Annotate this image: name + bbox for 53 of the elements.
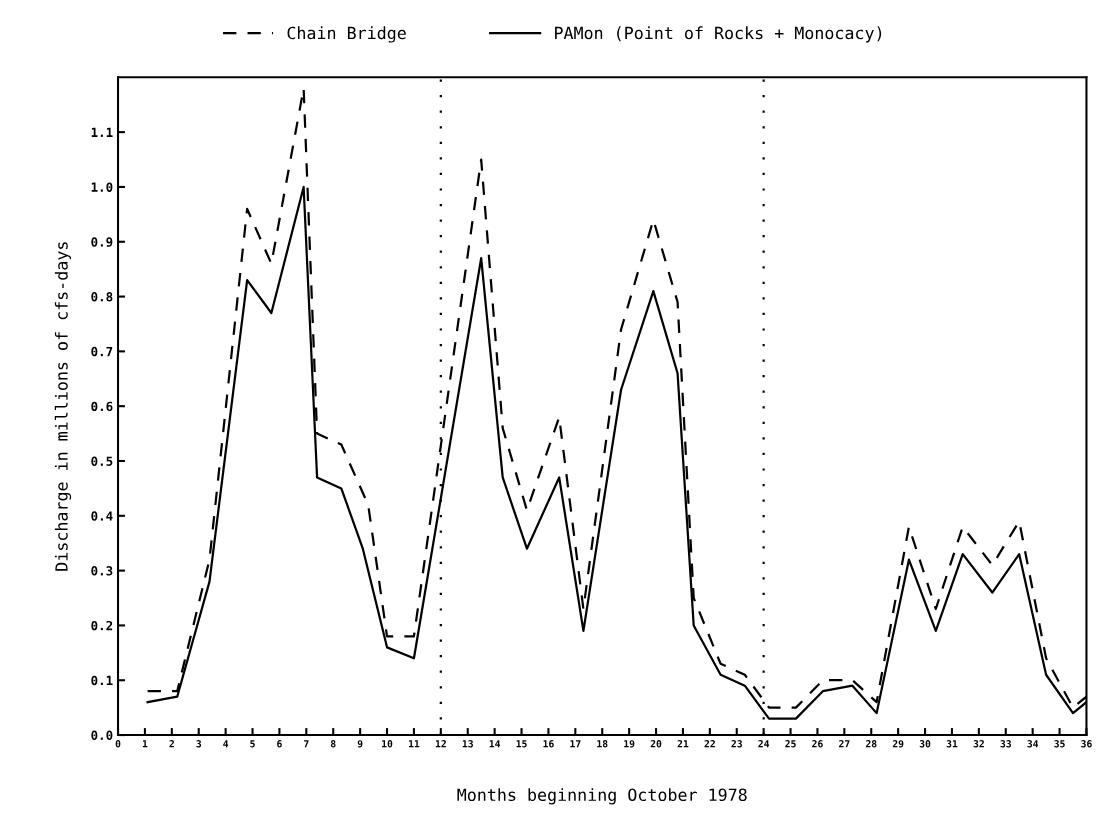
x-tick-label: 7	[304, 740, 309, 748]
y-tick-label: 0.7	[91, 346, 113, 357]
x-tick-label: 6	[277, 740, 282, 748]
y-tick-label: 0.5	[91, 456, 113, 466]
x-tick-label: 32	[973, 740, 984, 748]
x-tick-label: 5	[250, 740, 255, 748]
x-tick-label: 16	[543, 740, 554, 748]
x-tick-label: 9	[357, 740, 363, 748]
x-tick-label: 26	[812, 740, 823, 748]
x-tick-label: 18	[597, 740, 608, 748]
x-tick-label: 14	[489, 740, 501, 748]
x-tick-label: 28	[865, 740, 877, 748]
x-tick-label: 23	[731, 740, 742, 748]
x-tick-label: 4	[223, 740, 229, 748]
x-tick-label: 10	[382, 740, 393, 748]
x-tick-label: 3	[196, 740, 202, 748]
y-axis-title: Discharge in millions of cfs-days	[54, 242, 72, 571]
y-tick-label: 0.6	[91, 401, 113, 412]
x-tick-label: 25	[785, 740, 796, 748]
x-tick-label: 8	[330, 740, 336, 748]
x-tick-label: 13	[462, 740, 473, 748]
x-tick-label: 0	[115, 740, 121, 748]
x-tick-label: 31	[946, 740, 958, 748]
x-tick-label: 35	[1054, 740, 1065, 748]
x-axis-title: Months beginning October 1978	[457, 788, 747, 805]
x-tick-label: 34	[1027, 740, 1039, 748]
x-tick-label: 30	[919, 740, 931, 748]
x-tick-label: 2	[169, 740, 174, 748]
x-tick-label: 1	[142, 740, 148, 748]
y-tick-label: 0.8	[91, 292, 113, 302]
legend-label: Chain Bridge	[287, 26, 406, 43]
x-tick-label: 12	[435, 740, 446, 748]
x-tick-label: 15	[516, 740, 527, 748]
x-tick-label: 21	[677, 740, 689, 748]
x-tick-label: 19	[624, 740, 635, 748]
y-tick-label: 0.4	[91, 511, 113, 521]
y-tick-label: 0.9	[91, 237, 113, 247]
y-tick-label: 1.1	[91, 127, 113, 137]
x-tick-label: 33	[1000, 740, 1011, 748]
x-tick-label: 22	[704, 740, 715, 748]
y-tick-label: 0.2	[91, 620, 113, 631]
y-tick-label: 0.3	[91, 566, 113, 576]
x-tick-label: 20	[650, 740, 662, 748]
x-tick-label: 17	[570, 740, 581, 748]
x-tick-label: 24	[758, 740, 770, 748]
x-tick-label: 27	[839, 740, 850, 748]
legend-label: PAMon (Point of Rocks + Monocacy)	[555, 26, 882, 43]
x-tick-label: 29	[892, 740, 904, 748]
x-tick-label: 36	[1081, 740, 1092, 748]
y-tick-label: 0.1	[91, 675, 113, 686]
y-tick-label: 0.0	[91, 730, 113, 740]
x-tick-label: 11	[408, 740, 420, 748]
y-tick-label: 1.0	[91, 182, 113, 192]
